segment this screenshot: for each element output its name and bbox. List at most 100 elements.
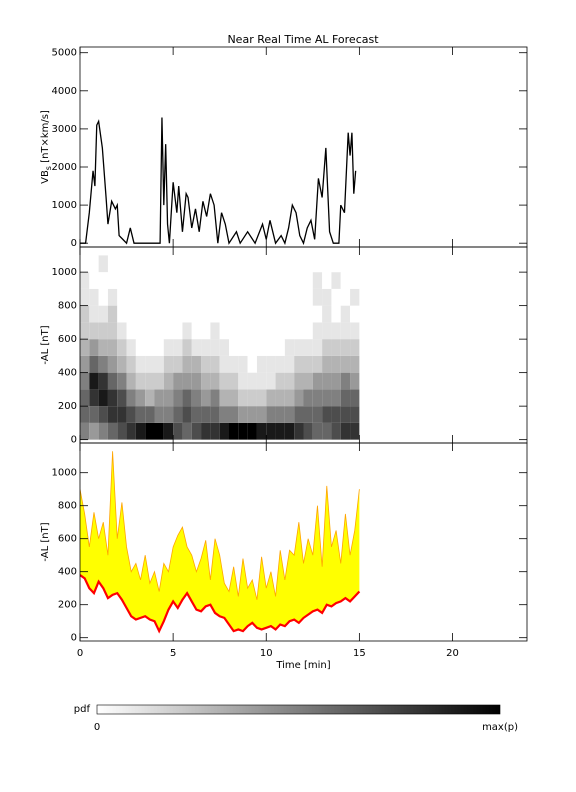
pdf-cell (89, 422, 99, 440)
pdf-cell (275, 322, 285, 340)
x-tick-label: 10 (260, 648, 273, 659)
plot-area (80, 451, 361, 634)
pdf-cell (210, 406, 220, 423)
pdf-cell (126, 389, 136, 407)
pdf-cell (80, 389, 90, 407)
pdf-cell (145, 272, 155, 289)
y-tick-label: 5000 (52, 48, 77, 59)
pdf-cell (294, 255, 304, 273)
pdf-cell (145, 422, 155, 440)
pdf-cell (89, 355, 99, 373)
pdf-cell (80, 372, 90, 390)
pdf-cell (294, 406, 304, 423)
pdf-cell (163, 305, 174, 323)
pdf-cell (284, 322, 295, 340)
pdf-cell (247, 406, 257, 423)
pdf-cell (191, 272, 202, 289)
pdf-cell (201, 288, 211, 306)
y-tick-label: 0 (71, 633, 77, 644)
pdf-cell (331, 372, 341, 390)
pdf-cell (145, 255, 155, 273)
pdf-cell (238, 389, 248, 407)
pdf-cell (201, 255, 211, 273)
pdf-cell (322, 272, 332, 289)
pdf-cell (340, 255, 351, 273)
pdf-cell (229, 372, 239, 390)
pdf-cell (98, 322, 108, 340)
pdf-cell (107, 355, 118, 373)
pdf-cell (107, 322, 118, 340)
data-line (80, 117, 357, 246)
pdf-cell (266, 389, 276, 407)
pdf-cell (219, 339, 229, 356)
pdf-cell (256, 406, 267, 423)
pdf-cell (107, 305, 118, 323)
pdf-cell (266, 355, 276, 373)
chart-title: Near Real Time AL Forecast (227, 33, 379, 46)
pdf-cell (201, 389, 211, 407)
pdf-cell (201, 322, 211, 340)
pdf-cell (284, 372, 295, 390)
pdf-cell (256, 288, 267, 306)
pdf-cell (275, 305, 285, 323)
pdf-cell (163, 272, 174, 289)
pdf-cell (210, 389, 220, 407)
pdf-cell (247, 372, 257, 390)
pdf-cell (312, 322, 323, 340)
pdf-cell (80, 422, 90, 440)
pdf-cell (117, 406, 127, 423)
pdf-cell (275, 422, 285, 440)
pdf-cell (135, 389, 146, 407)
pdf-cell (182, 389, 192, 407)
pdf-cell (163, 389, 174, 407)
pdf-cell (107, 272, 118, 289)
pdf-cell (284, 272, 295, 289)
pdf-cell (163, 372, 174, 390)
pdf-cell (256, 322, 267, 340)
pdf-cell (163, 355, 174, 373)
plot-area (80, 255, 360, 440)
pdf-cell (80, 288, 90, 306)
pdf-cell (350, 406, 360, 423)
pdf-cell (154, 389, 164, 407)
pdf-cell (135, 305, 146, 323)
axis-frame (79, 46, 528, 248)
pdf-cell (135, 288, 146, 306)
pdf-cell (80, 339, 90, 356)
pdf-cell (247, 355, 257, 373)
pdf-cell (163, 406, 174, 423)
y-tick-label: 2000 (52, 162, 77, 173)
pdf-cell (238, 272, 248, 289)
pdf-cell (163, 322, 174, 340)
pdf-cell (350, 389, 360, 407)
pdf-cell (312, 355, 323, 373)
pdf-cell (284, 389, 295, 407)
forecast-line (80, 574, 361, 634)
pdf-cell (89, 288, 99, 306)
pdf-cell (173, 272, 183, 289)
pdf-cell (219, 372, 229, 390)
pdf-cell (163, 255, 174, 273)
pdf-cell (191, 422, 202, 440)
pdf-cell (294, 389, 304, 407)
pdf-cell (350, 322, 360, 340)
pdf-cell (247, 272, 257, 289)
pdf-cell (126, 305, 136, 323)
pdf-cell (154, 288, 164, 306)
y-tick-label: 0 (71, 238, 77, 249)
x-tick-label: 5 (170, 648, 176, 659)
plot-area (80, 117, 357, 246)
pdf-cell (303, 255, 313, 273)
pdf-cell (294, 372, 304, 390)
pdf-cell (340, 305, 351, 323)
pdf-cell (303, 422, 313, 440)
pdf-cell (135, 406, 146, 423)
pdf-cell (303, 406, 313, 423)
pdf-cell (89, 389, 99, 407)
pdf-cell (154, 422, 164, 440)
pdf-cell (284, 339, 295, 356)
pdf-cell (98, 422, 108, 440)
pdf-cell (312, 372, 323, 390)
pdf-cell (340, 339, 351, 356)
